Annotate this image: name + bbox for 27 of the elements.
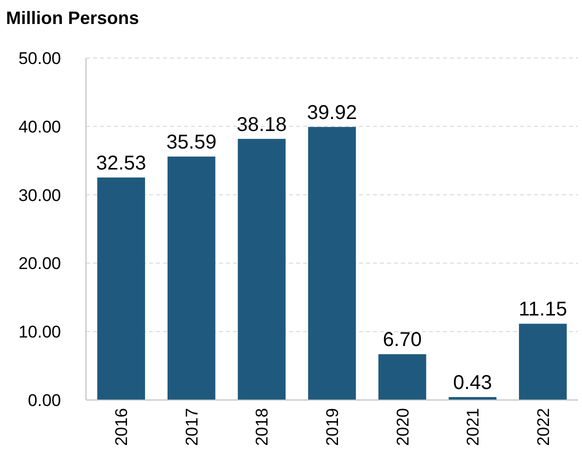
bar	[518, 324, 567, 400]
bar	[238, 138, 286, 400]
bar	[97, 177, 146, 400]
chart-title: Million Persons	[6, 8, 140, 28]
data-label: 39.92	[306, 102, 358, 124]
x-tick-label: 2019	[323, 408, 342, 446]
x-tick-label: 2016	[112, 408, 132, 446]
x-tick-label: 2022	[534, 408, 553, 446]
x-tick-label: 2020	[393, 408, 412, 446]
y-tick-label: 50.00	[18, 48, 61, 68]
data-label: 38.18	[236, 114, 287, 136]
x-tick-label: 2021	[464, 408, 483, 446]
y-tick-label: 10.00	[18, 322, 61, 342]
bar	[308, 126, 356, 400]
data-label: 6.70	[382, 329, 422, 352]
x-tick-label: 2018	[252, 408, 272, 446]
data-label: 32.53	[96, 152, 146, 174]
data-label: 0.43	[453, 372, 492, 394]
data-label: 35.59	[166, 132, 216, 154]
y-tick-label: 40.00	[18, 117, 61, 136]
y-tick-label: 0.00	[28, 390, 61, 410]
x-tick-label: 2017	[182, 408, 202, 446]
data-label: 11.15	[518, 298, 568, 321]
y-tick-label: 20.00	[18, 254, 61, 274]
y-tick-label: 30.00	[18, 186, 61, 205]
bar	[168, 156, 216, 400]
bar	[378, 354, 426, 400]
